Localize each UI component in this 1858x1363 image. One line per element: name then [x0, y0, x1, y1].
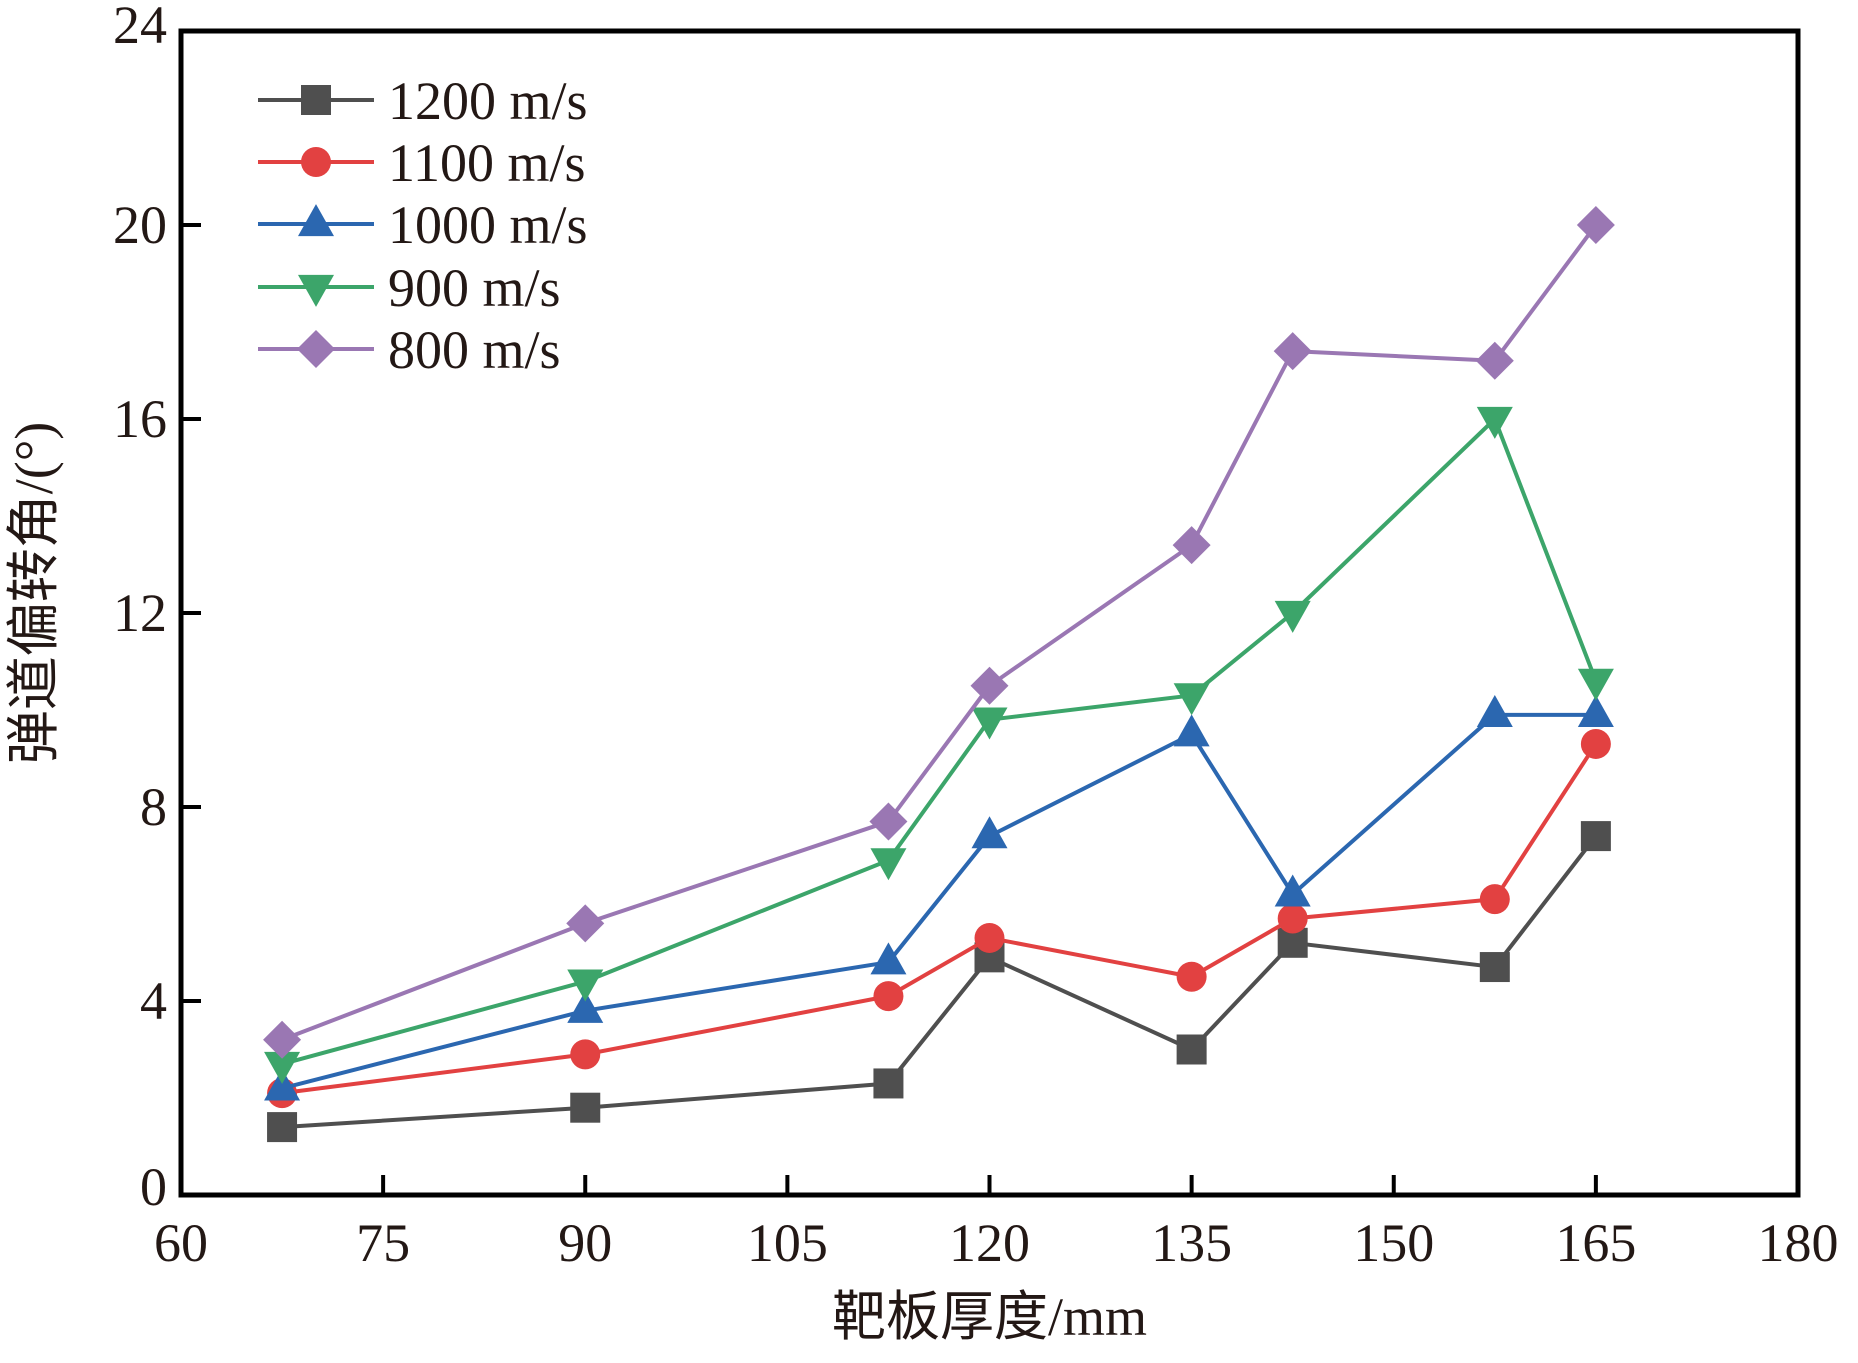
legend-item: 900 m/s — [258, 258, 561, 318]
x-tick-label: 150 — [1353, 1213, 1434, 1273]
data-point-triangle-up — [1173, 714, 1210, 747]
data-point-square — [1479, 952, 1510, 983]
data-point-triangle-down — [264, 1051, 301, 1084]
x-tick-label: 60 — [154, 1213, 208, 1273]
x-tick-label: 90 — [558, 1213, 612, 1273]
data-point-diamond — [566, 904, 605, 943]
legend-item: 1100 m/s — [258, 133, 586, 193]
data-point-triangle-down — [971, 707, 1008, 740]
legend-item: 1200 m/s — [258, 71, 588, 131]
legend-label: 1100 m/s — [388, 133, 586, 193]
series-line — [281, 742, 1598, 1096]
data-point-diamond — [1273, 332, 1312, 371]
data-point-circle — [1479, 884, 1510, 915]
data-point-triangle-down — [1476, 406, 1513, 439]
legend-label: 1200 m/s — [388, 71, 588, 131]
data-point-diamond — [869, 802, 908, 841]
y-tick-label: 24 — [113, 0, 167, 55]
legend-marker-triangle-up — [298, 204, 334, 237]
data-point-triangle-down — [1274, 600, 1311, 633]
data-point-triangle-up — [971, 816, 1008, 849]
data-point-circle — [974, 922, 1005, 953]
series-1000-m-per-s — [264, 695, 1614, 1101]
legend-item: 800 m/s — [258, 320, 561, 380]
data-point-diamond — [1576, 206, 1615, 244]
data-point-triangle-up — [1577, 695, 1614, 728]
series-line — [281, 417, 1598, 1066]
series-900-m-per-s — [264, 406, 1614, 1084]
series-line — [281, 712, 1596, 1091]
data-point-triangle-down — [1173, 683, 1210, 716]
data-point-square — [267, 1112, 298, 1143]
y-tick-label: 0 — [140, 1157, 167, 1217]
data-point-circle — [873, 981, 904, 1012]
data-point-triangle-down — [870, 848, 907, 881]
series-line — [281, 223, 1598, 1042]
x-tick-label: 105 — [747, 1213, 828, 1273]
x-tick-label: 165 — [1555, 1213, 1636, 1273]
x-tick-label: 120 — [949, 1213, 1030, 1273]
data-point-circle — [1277, 903, 1308, 934]
data-point-circle — [570, 1039, 601, 1070]
x-tick-label: 75 — [356, 1213, 410, 1273]
data-point-diamond — [970, 666, 1009, 705]
legend-marker-circle — [301, 147, 331, 177]
data-point-triangle-down — [1577, 668, 1614, 701]
data-point-diamond — [1172, 526, 1211, 565]
data-point-triangle-up — [264, 1068, 301, 1101]
data-point-circle — [1176, 961, 1207, 992]
legend-label: 900 m/s — [388, 258, 561, 318]
data-point-triangle-up — [1274, 874, 1311, 907]
series-800-m-per-s — [263, 206, 1615, 1059]
legend-label: 800 m/s — [388, 320, 561, 380]
y-tick-label: 4 — [140, 971, 167, 1031]
data-point-triangle-up — [1476, 695, 1513, 728]
series-1100-m-per-s — [267, 728, 1611, 1109]
x-tick-label: 135 — [1151, 1213, 1232, 1273]
data-point-triangle-up — [870, 942, 907, 975]
y-tick-label: 16 — [113, 389, 167, 449]
legend-marker-square — [301, 85, 331, 115]
series-layer — [263, 206, 1615, 1143]
data-point-square — [1176, 1034, 1207, 1065]
data-point-diamond — [1475, 341, 1514, 380]
data-point-circle — [1580, 728, 1611, 759]
legend-marker-diamond — [297, 330, 335, 368]
x-axis-title: 靶板厚度/mm — [832, 1287, 1147, 1347]
data-point-diamond — [263, 1020, 302, 1059]
data-point-square — [873, 1068, 904, 1099]
data-point-square — [1580, 821, 1611, 852]
y-tick-label: 8 — [140, 777, 167, 837]
x-axis: 60 75 90 105 120 135 150 165 180 — [154, 1175, 1839, 1273]
y-axis-title: 弹道偏转角/(°) — [4, 422, 64, 765]
series-line — [281, 834, 1598, 1130]
legend-label: 1000 m/s — [388, 195, 588, 255]
y-tick-label: 12 — [113, 583, 167, 643]
legend-item: 1000 m/s — [258, 195, 588, 255]
data-point-triangle-down — [567, 969, 604, 1002]
data-point-triangle-up — [567, 990, 604, 1023]
legend-marker-triangle-down — [298, 274, 334, 307]
series-1200-m-per-s — [267, 821, 1611, 1143]
y-axis: 0 4 8 12 16 20 24 — [113, 0, 201, 1217]
y-tick-label: 20 — [113, 195, 167, 255]
x-tick-label: 180 — [1758, 1213, 1839, 1273]
data-point-square — [570, 1092, 601, 1123]
